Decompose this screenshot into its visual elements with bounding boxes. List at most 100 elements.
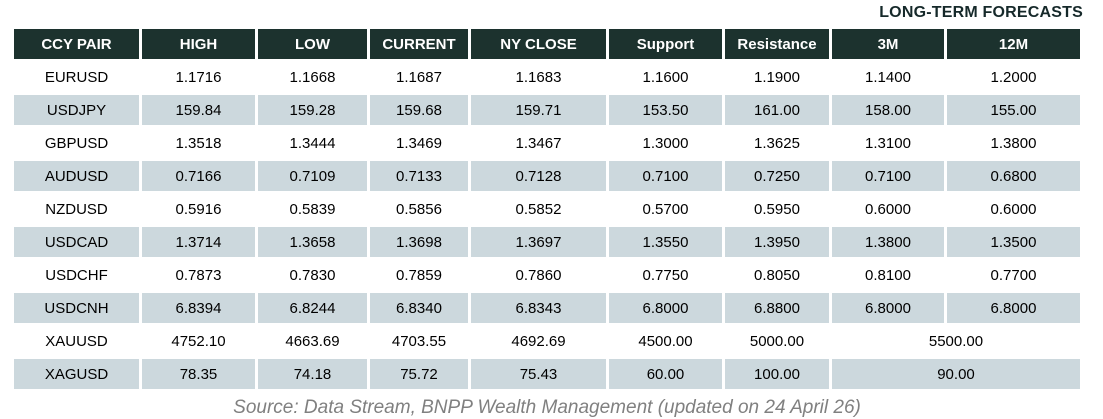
value-cell: 1.1687 (370, 62, 468, 92)
value-cell: 4663.69 (258, 326, 367, 356)
value-cell: 1.1683 (471, 62, 606, 92)
value-cell: 5000.00 (725, 326, 829, 356)
ccy-pair-cell: USDCAD (14, 227, 139, 257)
table-row-usdcnh: USDCNH 6.8394 6.8244 6.8340 6.8343 6.8000 6.88… (14, 293, 1080, 323)
value-cell: 0.7250 (725, 161, 829, 191)
ccy-pair-cell: GBPUSD (14, 128, 139, 158)
ccy-pair-cell: XAUUSD (14, 326, 139, 356)
value-cell: 0.5700 (609, 194, 722, 224)
column-header-ny-close: NY CLOSE (471, 29, 606, 59)
value-cell: 1.2000 (947, 62, 1080, 92)
value-cell: 1.1400 (832, 62, 944, 92)
value-cell: 0.7860 (471, 260, 606, 290)
column-header-resistance: Resistance (725, 29, 829, 59)
table-row-usdjpy: USDJPY 159.84 159.28 159.68 159.71 153.50 161.… (14, 95, 1080, 125)
value-cell: 0.7128 (471, 161, 606, 191)
value-cell: 158.00 (832, 95, 944, 125)
value-cell: 1.1716 (142, 62, 255, 92)
value-cell: 0.5950 (725, 194, 829, 224)
value-cell: 0.7133 (370, 161, 468, 191)
value-cell: 6.8800 (725, 293, 829, 323)
column-header-12m: 12M (947, 29, 1080, 59)
value-cell: 0.7873 (142, 260, 255, 290)
table-row-nzdusd: NZDUSD 0.5916 0.5839 0.5856 0.5852 0.5700 0.59… (14, 194, 1080, 224)
value-cell: 6.8000 (609, 293, 722, 323)
value-cell: 1.1900 (725, 62, 829, 92)
value-cell: 6.8394 (142, 293, 255, 323)
table-body: EURUSD 1.1716 1.1668 1.1687 1.1683 1.1600 1.19… (14, 62, 1080, 389)
value-cell: 0.6000 (832, 194, 944, 224)
column-header-ccy-pair: CCY PAIR (14, 29, 139, 59)
header-row: CCY PAIR HIGH LOW CURRENT NY CLOSE Support Res… (14, 29, 1080, 59)
value-cell: 1.3698 (370, 227, 468, 257)
value-cell: 0.7859 (370, 260, 468, 290)
table-row-eurusd: EURUSD 1.1716 1.1668 1.1687 1.1683 1.1600 1.19… (14, 62, 1080, 92)
value-cell: 159.71 (471, 95, 606, 125)
value-cell: 1.3950 (725, 227, 829, 257)
value-cell: 1.3444 (258, 128, 367, 158)
merged-forecast-cell: 90.00 (832, 359, 1080, 389)
value-cell: 60.00 (609, 359, 722, 389)
value-cell: 75.43 (471, 359, 606, 389)
column-header-3m: 3M (832, 29, 944, 59)
ccy-pair-cell: XAGUSD (14, 359, 139, 389)
value-cell: 0.6000 (947, 194, 1080, 224)
value-cell: 1.3714 (142, 227, 255, 257)
ccy-pair-cell: EURUSD (14, 62, 139, 92)
fx-forecast-table: CCY PAIR HIGH LOW CURRENT NY CLOSE Support Res… (11, 26, 1083, 392)
value-cell: 159.84 (142, 95, 255, 125)
value-cell: 1.3697 (471, 227, 606, 257)
value-cell: 0.7100 (609, 161, 722, 191)
value-cell: 0.5852 (471, 194, 606, 224)
value-cell: 161.00 (725, 95, 829, 125)
value-cell: 0.8050 (725, 260, 829, 290)
column-header-support: Support (609, 29, 722, 59)
value-cell: 1.3000 (609, 128, 722, 158)
table-row-audusd: AUDUSD 0.7166 0.7109 0.7133 0.7128 0.7100 0.72… (14, 161, 1080, 191)
value-cell: 1.3658 (258, 227, 367, 257)
value-cell: 0.7700 (947, 260, 1080, 290)
column-header-high: HIGH (142, 29, 255, 59)
value-cell: 159.68 (370, 95, 468, 125)
value-cell: 0.7166 (142, 161, 255, 191)
value-cell: 0.8100 (832, 260, 944, 290)
column-header-low: LOW (258, 29, 367, 59)
value-cell: 1.3469 (370, 128, 468, 158)
table-row-xagusd: XAGUSD 78.35 74.18 75.72 75.43 60.00 100.00 90.… (14, 359, 1080, 389)
value-cell: 0.5839 (258, 194, 367, 224)
value-cell: 4703.55 (370, 326, 468, 356)
value-cell: 78.35 (142, 359, 255, 389)
long-term-forecasts-title: LONG-TERM FORECASTS (879, 4, 1083, 21)
ccy-pair-cell: AUDUSD (14, 161, 139, 191)
value-cell: 0.7100 (832, 161, 944, 191)
value-cell: 75.72 (370, 359, 468, 389)
value-cell: 6.8000 (832, 293, 944, 323)
ccy-pair-cell: USDJPY (14, 95, 139, 125)
source-caption: Source: Data Stream, BNPP Wealth Managem… (233, 397, 861, 418)
table-row-usdcad: USDCAD 1.3714 1.3658 1.3698 1.3697 1.3550 1.39… (14, 227, 1080, 257)
value-cell: 1.3500 (947, 227, 1080, 257)
value-cell: 1.3800 (832, 227, 944, 257)
value-cell: 1.3467 (471, 128, 606, 158)
value-cell: 1.3625 (725, 128, 829, 158)
table-row-gbpusd: GBPUSD 1.3518 1.3444 1.3469 1.3467 1.3000 1.36… (14, 128, 1080, 158)
merged-forecast-cell: 5500.00 (832, 326, 1080, 356)
value-cell: 4692.69 (471, 326, 606, 356)
table-row-usdchf: USDCHF 0.7873 0.7830 0.7859 0.7860 0.7750 0.80… (14, 260, 1080, 290)
value-cell: 1.3518 (142, 128, 255, 158)
value-cell: 155.00 (947, 95, 1080, 125)
ccy-pair-cell: USDCNH (14, 293, 139, 323)
value-cell: 0.6800 (947, 161, 1080, 191)
ccy-pair-cell: USDCHF (14, 260, 139, 290)
value-cell: 153.50 (609, 95, 722, 125)
value-cell: 6.8340 (370, 293, 468, 323)
value-cell: 1.1600 (609, 62, 722, 92)
value-cell: 159.28 (258, 95, 367, 125)
value-cell: 100.00 (725, 359, 829, 389)
value-cell: 0.7109 (258, 161, 367, 191)
value-cell: 0.7750 (609, 260, 722, 290)
value-cell: 1.3100 (832, 128, 944, 158)
value-cell: 0.5916 (142, 194, 255, 224)
value-cell: 6.8343 (471, 293, 606, 323)
